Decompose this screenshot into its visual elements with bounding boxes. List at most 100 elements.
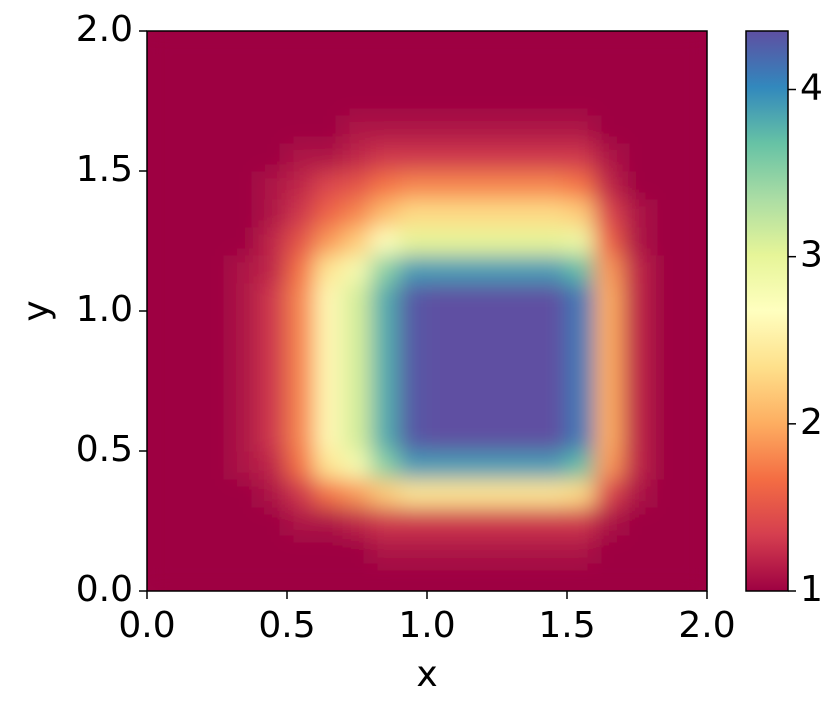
heatmap-cell — [510, 338, 540, 368]
heatmap-cell — [398, 226, 428, 256]
heatmap-cell — [342, 478, 372, 508]
heatmap-cell — [258, 506, 288, 536]
heatmap-cell — [147, 142, 176, 172]
heatmap-cell — [174, 366, 204, 396]
heatmap-cell — [678, 86, 707, 116]
heatmap-cell — [510, 422, 540, 452]
heatmap-cell — [454, 31, 484, 60]
heatmap-cell — [202, 310, 232, 340]
heatmap-cell — [314, 534, 344, 564]
heatmap-cell — [566, 338, 596, 368]
heatmap-cell — [258, 31, 288, 60]
heatmap-cell — [482, 170, 512, 200]
heatmap-cell — [147, 506, 176, 536]
heatmap-cell — [314, 562, 344, 591]
heatmap-cell — [174, 562, 204, 591]
heatmap-cell — [650, 86, 680, 116]
heatmap-cell — [258, 86, 288, 116]
x-tick-label: 0.0 — [118, 605, 175, 646]
heatmap-cell — [370, 506, 400, 536]
heatmap-cell — [482, 86, 512, 116]
heatmap-cell — [566, 394, 596, 424]
heatmap-cell — [510, 394, 540, 424]
heatmap-cell — [678, 450, 707, 480]
colorbar-tick-label: 3 — [800, 235, 823, 276]
heatmap-cell — [230, 31, 260, 60]
heatmap-cell — [510, 478, 540, 508]
heatmap-cell — [482, 58, 512, 88]
heatmap-cell — [482, 562, 512, 591]
heatmap-cell — [342, 366, 372, 396]
heatmap-cell — [622, 506, 652, 536]
heatmap-cell — [622, 170, 652, 200]
heatmap-cell — [230, 394, 260, 424]
heatmap-cell — [594, 142, 624, 172]
heatmap-cell — [650, 450, 680, 480]
heatmap-cell — [454, 450, 484, 480]
heatmap-cell — [678, 254, 707, 284]
heatmap-cell — [230, 142, 260, 172]
heatmap-cell — [174, 534, 204, 564]
heatmap-cell — [286, 338, 316, 368]
heatmap-cell — [650, 254, 680, 284]
heatmap-cell — [678, 562, 707, 591]
heatmap-cell — [202, 198, 232, 228]
heatmap-cell — [678, 198, 707, 228]
heatmap-cell — [426, 534, 456, 564]
heatmap-cell — [398, 254, 428, 284]
heatmap-cell — [370, 394, 400, 424]
heatmap-cell — [314, 114, 344, 144]
heatmap-cell — [566, 114, 596, 144]
heatmap-cell — [454, 142, 484, 172]
heatmap-cell — [342, 114, 372, 144]
heatmap-cell — [510, 198, 540, 228]
heatmap-cell — [286, 58, 316, 88]
heatmap-cell — [622, 562, 652, 591]
heatmap-cell — [174, 394, 204, 424]
heatmap-cell — [258, 562, 288, 591]
heatmap-cell — [622, 254, 652, 284]
heatmap-cell — [426, 422, 456, 452]
heatmap-cell — [174, 86, 204, 116]
heatmap-cell — [622, 422, 652, 452]
heatmap-cell — [594, 422, 624, 452]
heatmap-cell — [147, 170, 176, 200]
x-axis-label: x — [416, 654, 437, 695]
heatmap-cell — [230, 282, 260, 312]
heatmap-cell — [202, 478, 232, 508]
heatmap-cell — [147, 338, 176, 368]
heatmap-cell — [314, 282, 344, 312]
heatmap-cell — [370, 58, 400, 88]
heatmap-cell — [482, 450, 512, 480]
heatmap-cell — [202, 142, 232, 172]
heatmap-cell — [342, 338, 372, 368]
y-tick-label: 0.0 — [76, 569, 133, 610]
heatmap-cell — [454, 58, 484, 88]
heatmap-cell — [678, 282, 707, 312]
heatmap-cell — [342, 450, 372, 480]
heatmap-cell — [538, 226, 568, 256]
heatmap-cell — [678, 478, 707, 508]
heatmap-cell — [286, 170, 316, 200]
heatmap-cell — [174, 338, 204, 368]
heatmap-cell — [230, 114, 260, 144]
heatmap-cell — [650, 58, 680, 88]
heatmap-cell — [398, 142, 428, 172]
heatmap-cell — [566, 282, 596, 312]
heatmap-cell — [482, 114, 512, 144]
heatmap-cell — [286, 394, 316, 424]
heatmap-cell — [482, 394, 512, 424]
heatmap-cell — [510, 226, 540, 256]
heatmap-cell — [370, 534, 400, 564]
heatmap-cell — [202, 450, 232, 480]
heatmap-cell — [510, 142, 540, 172]
heatmap-cell — [398, 170, 428, 200]
heatmap-cell — [650, 478, 680, 508]
heatmap-cell — [314, 86, 344, 116]
y-axis-label: y — [16, 300, 57, 321]
heatmap-cell — [370, 450, 400, 480]
heatmap-cell — [482, 282, 512, 312]
heatmap-cell — [174, 254, 204, 284]
heatmap-cell — [314, 478, 344, 508]
heatmap-cell — [538, 338, 568, 368]
